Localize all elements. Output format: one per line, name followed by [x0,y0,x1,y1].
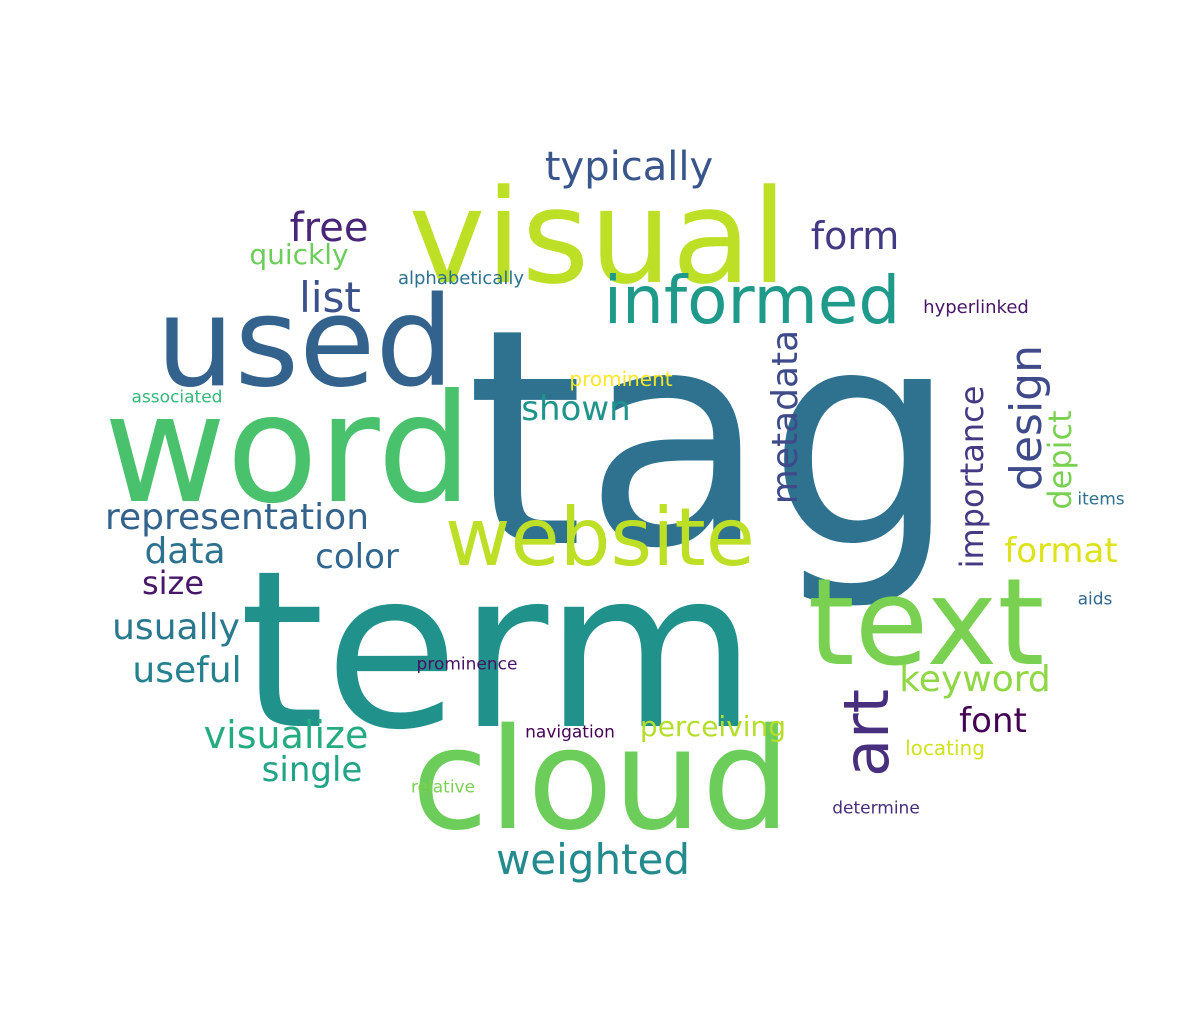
word-representation: representation [104,497,370,538]
word-font: font [959,701,1027,741]
word-shown: shown [521,389,631,429]
word-color: color [315,537,399,577]
word-relative: relative [410,777,476,798]
word-single: single [261,750,363,790]
word-art: art [830,689,903,777]
word-website: website [445,491,755,584]
word-word: word [103,363,473,537]
word-cloud: cloud [411,699,791,862]
word-form: form [810,214,900,258]
word-locating: locating [905,736,985,760]
word-tag: tag [466,265,958,614]
word-hyperlinked: hyperlinked [923,297,1029,318]
word-prominence: prominence [416,654,518,675]
word-keyword: keyword [899,659,1051,700]
word-determine: determine [832,798,920,819]
word-depict: depict [1041,410,1079,510]
word-perceiving: perceiving [639,710,787,743]
word-term: term [239,525,757,778]
word-importance: importance [953,385,991,569]
word-used: used [155,271,455,415]
word-size: size [141,564,205,602]
word-list: list [299,273,361,322]
word-weighted: weighted [495,835,691,884]
word-usually: usually [112,607,240,648]
word-useful: useful [132,650,242,691]
word-visualize: visualize [203,713,369,757]
word-text: text [807,554,1045,693]
word-metadata: metadata [765,329,806,505]
word-navigation: navigation [525,722,615,743]
word-visual: visual [408,161,788,313]
word-alphabetically: alphabetically [397,268,525,289]
word-typically: typically [544,144,714,190]
word-prominent: prominent [569,367,673,391]
word-free: free [289,205,369,251]
word-quickly: quickly [249,238,349,271]
word-format: format [1004,531,1118,571]
word-items: items [1077,489,1125,510]
word-associated: associated [131,387,223,408]
word-data: data [144,531,226,572]
word-aids: aids [1077,589,1113,610]
word-informed: informed [603,262,901,339]
